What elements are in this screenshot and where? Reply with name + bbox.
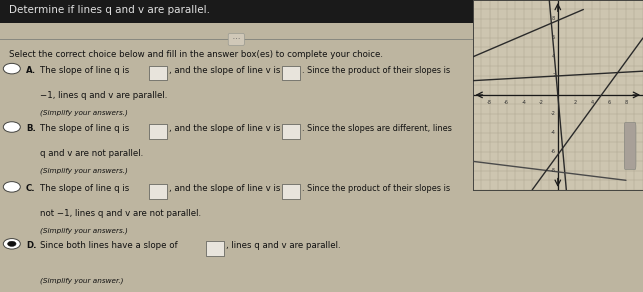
Circle shape	[3, 182, 21, 192]
Text: 2: 2	[574, 100, 576, 105]
Text: Select the correct choice below and fill in the answer box(es) to complete your : Select the correct choice below and fill…	[10, 50, 383, 59]
Text: -8: -8	[550, 168, 556, 173]
Text: q and v are not parallel.: q and v are not parallel.	[40, 149, 143, 158]
Circle shape	[3, 63, 21, 74]
Circle shape	[8, 241, 16, 246]
FancyBboxPatch shape	[206, 241, 224, 256]
FancyBboxPatch shape	[149, 184, 167, 199]
Text: . Since the product of their slopes is: . Since the product of their slopes is	[302, 66, 449, 75]
Text: 4: 4	[590, 100, 593, 105]
Text: ···: ···	[230, 35, 243, 44]
Text: , and the slope of line v is: , and the slope of line v is	[169, 184, 280, 193]
Text: −1, lines q and v are parallel.: −1, lines q and v are parallel.	[40, 91, 168, 100]
Text: D.: D.	[26, 241, 37, 250]
Text: -2: -2	[550, 111, 556, 117]
Text: , and the slope of line v is: , and the slope of line v is	[169, 124, 280, 133]
Text: A.: A.	[26, 66, 36, 75]
Text: 8: 8	[552, 16, 556, 22]
FancyBboxPatch shape	[282, 124, 300, 139]
Text: B.: B.	[26, 124, 36, 133]
Text: . Since the product of their slopes is: . Since the product of their slopes is	[302, 184, 449, 193]
Text: 6: 6	[552, 35, 556, 41]
Text: 4: 4	[552, 54, 556, 60]
FancyBboxPatch shape	[0, 0, 473, 23]
Text: The slope of line q is: The slope of line q is	[40, 124, 129, 133]
Text: The slope of line q is: The slope of line q is	[40, 184, 129, 193]
Circle shape	[3, 239, 21, 249]
Text: (Simplify your answers.): (Simplify your answers.)	[40, 228, 128, 234]
Text: 2: 2	[552, 73, 556, 79]
Text: , lines q and v are parallel.: , lines q and v are parallel.	[226, 241, 341, 250]
Text: 8: 8	[624, 100, 628, 105]
Text: Since both lines have a slope of: Since both lines have a slope of	[40, 241, 178, 250]
Text: C.: C.	[26, 184, 35, 193]
FancyBboxPatch shape	[149, 66, 167, 80]
FancyBboxPatch shape	[282, 66, 300, 80]
FancyBboxPatch shape	[282, 184, 300, 199]
Text: -6: -6	[504, 100, 509, 105]
Text: -4: -4	[550, 130, 556, 135]
Text: -2: -2	[538, 100, 543, 105]
Text: The slope of line q is: The slope of line q is	[40, 66, 129, 75]
Text: -6: -6	[550, 149, 556, 154]
Text: -8: -8	[487, 100, 492, 105]
Text: , and the slope of line v is: , and the slope of line v is	[169, 66, 280, 75]
Text: (Simplify your answer.): (Simplify your answer.)	[40, 277, 123, 284]
Text: 6: 6	[608, 100, 610, 105]
Text: -4: -4	[521, 100, 526, 105]
Text: (Simplify your answers.): (Simplify your answers.)	[40, 168, 128, 174]
Text: (Simplify your answers.): (Simplify your answers.)	[40, 110, 128, 116]
Text: . Since the slopes are different, lines: . Since the slopes are different, lines	[302, 124, 451, 133]
Circle shape	[3, 122, 21, 132]
FancyBboxPatch shape	[149, 124, 167, 139]
FancyBboxPatch shape	[624, 123, 636, 169]
Text: Determine if lines q and v are parallel.: Determine if lines q and v are parallel.	[10, 5, 210, 15]
Text: not −1, lines q and v are not parallel.: not −1, lines q and v are not parallel.	[40, 209, 201, 218]
